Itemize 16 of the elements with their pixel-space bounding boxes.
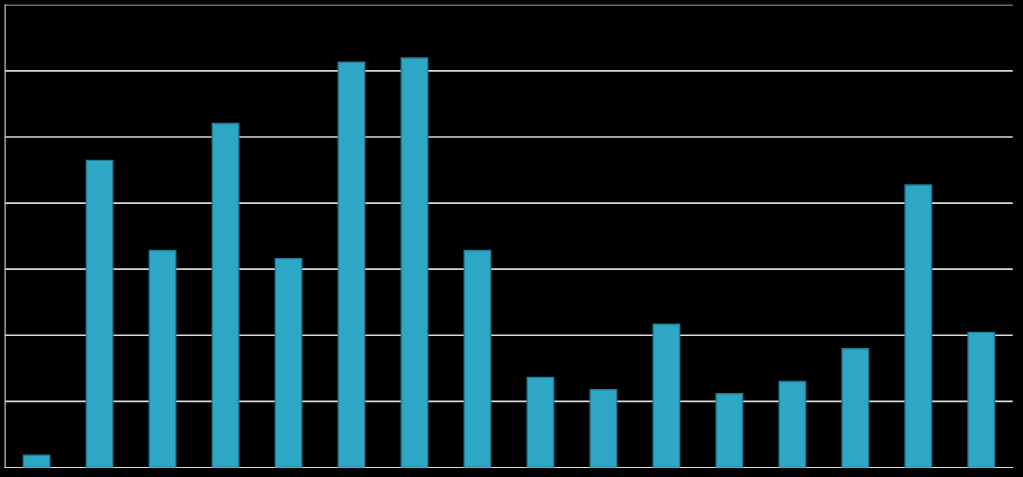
bar (148, 249, 177, 468)
bar (589, 388, 618, 468)
bar (967, 331, 996, 468)
bar (778, 380, 807, 468)
bar (904, 184, 933, 468)
bar (211, 122, 240, 468)
bar (337, 61, 366, 468)
bar (841, 348, 870, 468)
bar (400, 57, 429, 468)
bar (652, 323, 681, 468)
bar (85, 159, 114, 468)
bar (526, 376, 555, 468)
bar (22, 454, 51, 468)
bar (715, 393, 744, 468)
bar (274, 257, 303, 468)
bar (463, 249, 492, 468)
